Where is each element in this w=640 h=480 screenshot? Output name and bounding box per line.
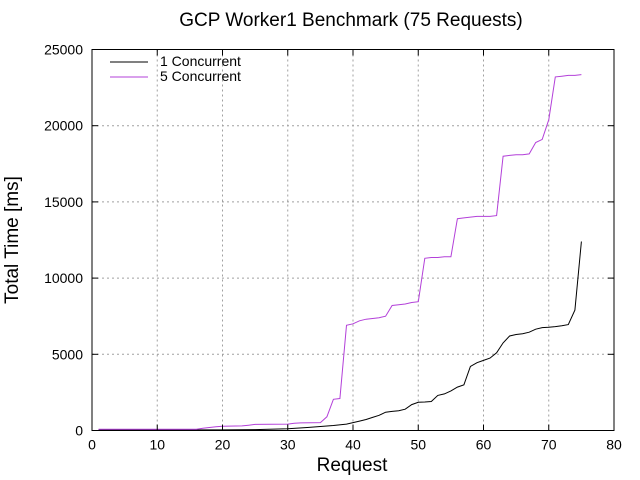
y-tick-label: 10000	[44, 270, 83, 286]
chart-title: GCP Worker1 Benchmark (75 Requests)	[179, 10, 523, 31]
y-tick-label: 0	[75, 423, 83, 439]
y-tick-label: 25000	[44, 42, 83, 58]
x-tick-label: 70	[541, 437, 557, 453]
legend: 1 Concurrent 5 Concurrent	[110, 53, 241, 84]
x-tick-label: 60	[476, 437, 492, 453]
series-line-1-concurrent	[98, 241, 582, 431]
grid	[92, 49, 614, 431]
legend-label-5-concurrent: 5 Concurrent	[160, 68, 241, 84]
x-tick-label: 20	[215, 437, 231, 453]
y-tick-label: 5000	[52, 346, 83, 362]
y-tick-label: 20000	[44, 118, 83, 134]
y-axis-label: Total Time [ms]	[2, 176, 23, 304]
y-tick-label: 15000	[44, 194, 83, 210]
series-line-5-concurrent	[98, 74, 582, 430]
x-tick-label: 0	[88, 437, 96, 453]
x-tick-label: 50	[410, 437, 426, 453]
x-tick-label: 10	[149, 437, 165, 453]
x-tick-label: 80	[606, 437, 622, 453]
axis-ticks: 0 10 20 30 40 50 60 70 80 0 5000 10000 15000 20000 250…	[44, 42, 622, 453]
legend-label-1-concurrent: 1 Concurrent	[160, 53, 241, 69]
x-tick-label: 40	[345, 437, 361, 453]
series-layer	[98, 74, 582, 431]
x-tick-label: 30	[280, 437, 296, 453]
x-axis-label: Request	[317, 455, 388, 476]
